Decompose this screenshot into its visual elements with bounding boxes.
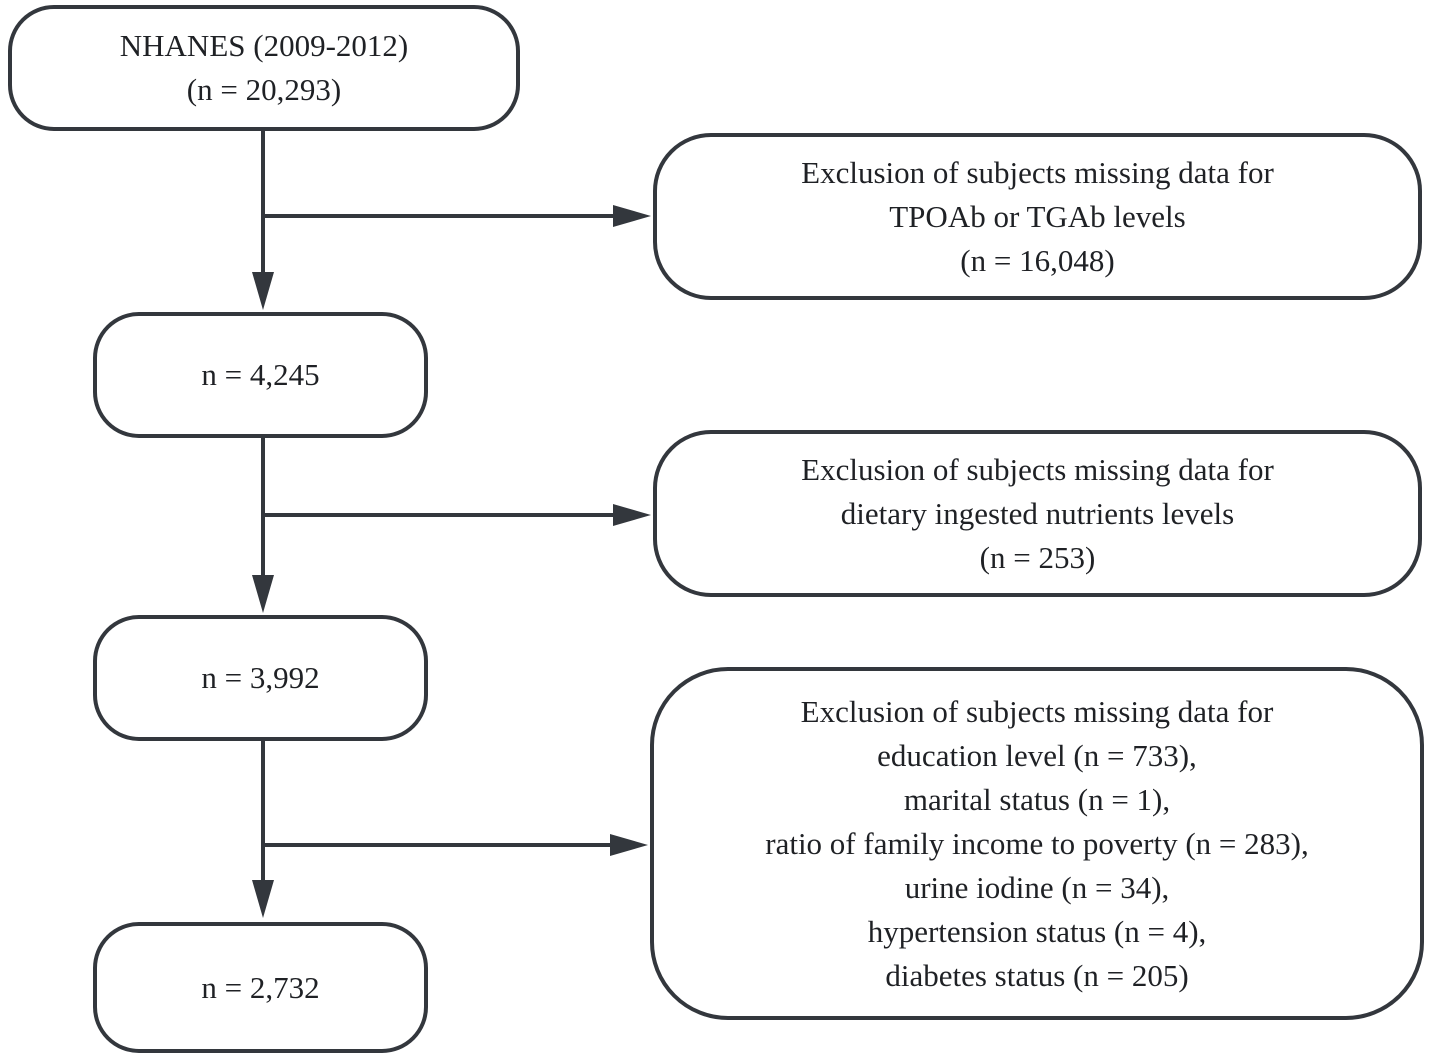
exclusion-line: Exclusion of subjects missing data for bbox=[800, 693, 1274, 729]
node-nhanes: NHANES (2009-2012) (n = 20,293) bbox=[8, 5, 520, 131]
exclusion-line: TPOAb or TGAb levels bbox=[889, 198, 1186, 234]
exclusion-line: urine iodine (n = 34), bbox=[904, 869, 1170, 905]
node-after-antibody-exclusion: n = 4,245 bbox=[93, 312, 428, 438]
arrowhead-right-3-icon bbox=[610, 834, 648, 856]
exclusion-line: Exclusion of subjects missing data for bbox=[801, 451, 1274, 487]
exclusion-line: diabetes status (n = 205) bbox=[885, 957, 1189, 993]
exclusion-line: (n = 253) bbox=[979, 539, 1096, 575]
exclusion-box-covariates: Exclusion of subjects missing data for e… bbox=[650, 667, 1424, 1020]
arrowhead-down-2-icon bbox=[252, 575, 274, 613]
arrowhead-down-3-icon bbox=[252, 880, 274, 918]
exclusion-line: marital status (n = 1), bbox=[903, 781, 1171, 817]
node-count: n = 2,732 bbox=[201, 969, 320, 1005]
arrowhead-right-1-icon bbox=[613, 205, 651, 227]
exclusion-line: hypertension status (n = 4), bbox=[867, 913, 1207, 949]
node-count: n = 4,245 bbox=[201, 357, 320, 392]
node-after-diet-exclusion: n = 3,992 bbox=[93, 615, 428, 741]
arrowhead-right-2-icon bbox=[613, 504, 651, 526]
node-count: n = 3,992 bbox=[201, 660, 320, 695]
exclusion-line: ratio of family income to poverty (n = 2… bbox=[765, 825, 1309, 861]
exclusion-box-antibody: Exclusion of subjects missing data for T… bbox=[653, 133, 1422, 300]
node-nhanes-title: NHANES (2009-2012) bbox=[119, 28, 409, 63]
exclusion-box-diet: Exclusion of subjects missing data for d… bbox=[653, 430, 1422, 597]
exclusion-line: education level (n = 733), bbox=[877, 737, 1197, 773]
arrowhead-down-1-icon bbox=[252, 272, 274, 310]
node-final-sample: n = 2,732 bbox=[93, 922, 428, 1053]
exclusion-line: Exclusion of subjects missing data for bbox=[801, 154, 1274, 190]
exclusion-line: (n = 16,048) bbox=[960, 242, 1115, 278]
exclusion-line: dietary ingested nutrients levels bbox=[840, 495, 1235, 531]
node-nhanes-count: (n = 20,293) bbox=[186, 72, 342, 107]
